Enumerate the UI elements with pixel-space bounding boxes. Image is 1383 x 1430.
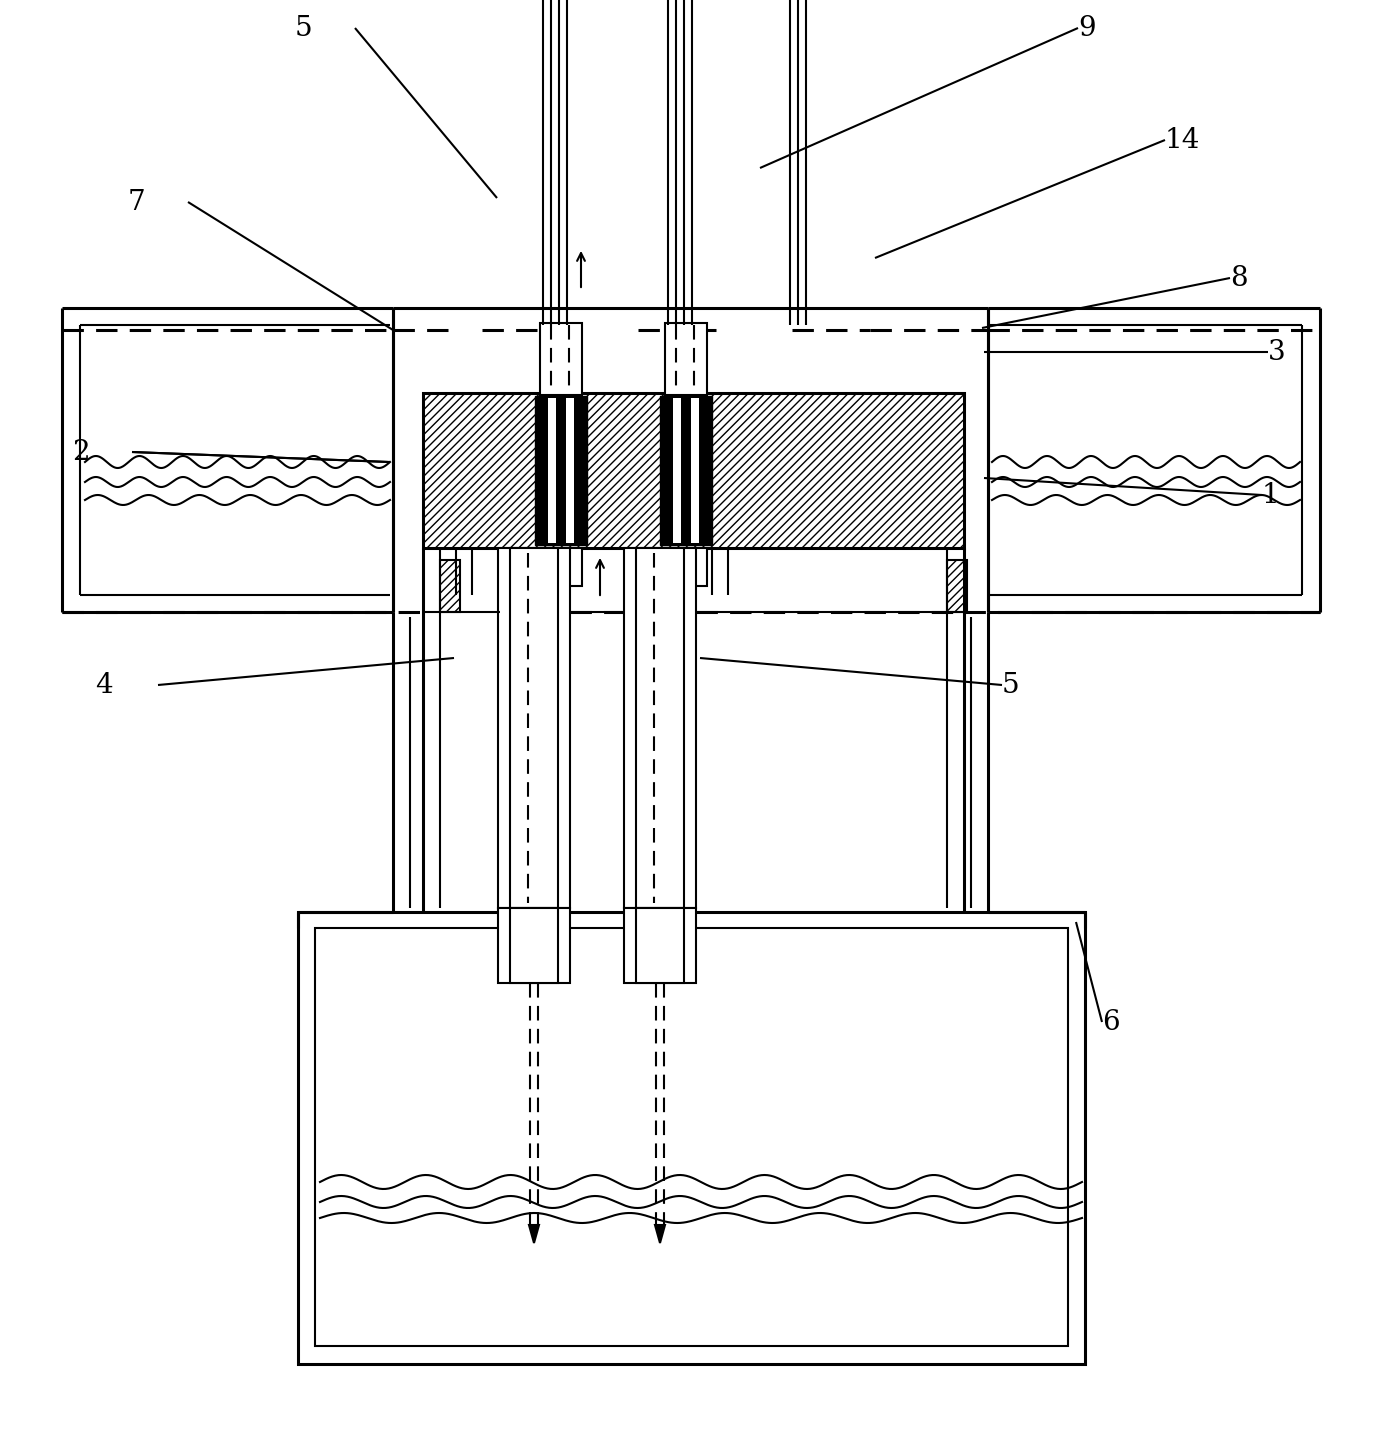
Bar bbox=[440, 561, 461, 612]
Text: 8: 8 bbox=[1229, 265, 1247, 292]
Bar bbox=[660, 396, 712, 545]
Bar bbox=[297, 912, 1086, 1364]
Bar bbox=[692, 398, 698, 543]
Text: 7: 7 bbox=[129, 189, 145, 216]
Bar bbox=[498, 548, 570, 908]
Bar bbox=[423, 393, 964, 548]
Bar bbox=[665, 323, 707, 395]
Bar bbox=[636, 908, 685, 982]
Bar bbox=[510, 908, 557, 982]
Text: 5: 5 bbox=[1003, 672, 1019, 698]
Text: 9: 9 bbox=[1077, 14, 1095, 41]
Text: 4: 4 bbox=[95, 672, 112, 698]
Bar bbox=[539, 323, 582, 395]
Bar bbox=[636, 548, 685, 908]
Text: 2: 2 bbox=[72, 439, 90, 466]
Polygon shape bbox=[656, 1226, 665, 1243]
Bar bbox=[535, 396, 586, 545]
Bar bbox=[566, 398, 574, 543]
Bar bbox=[548, 398, 556, 543]
Polygon shape bbox=[530, 1226, 539, 1243]
Text: 3: 3 bbox=[1268, 339, 1286, 366]
Bar bbox=[539, 548, 582, 586]
Bar bbox=[665, 548, 707, 586]
Text: 5: 5 bbox=[295, 14, 313, 41]
Text: 14: 14 bbox=[1164, 126, 1200, 153]
Bar bbox=[315, 928, 1068, 1346]
Bar bbox=[947, 561, 967, 612]
Text: 1: 1 bbox=[1263, 482, 1279, 509]
Bar bbox=[510, 548, 557, 908]
Bar bbox=[624, 908, 696, 982]
Bar bbox=[498, 908, 570, 982]
Bar bbox=[674, 398, 680, 543]
Bar bbox=[624, 548, 696, 908]
Text: 6: 6 bbox=[1102, 1008, 1120, 1035]
